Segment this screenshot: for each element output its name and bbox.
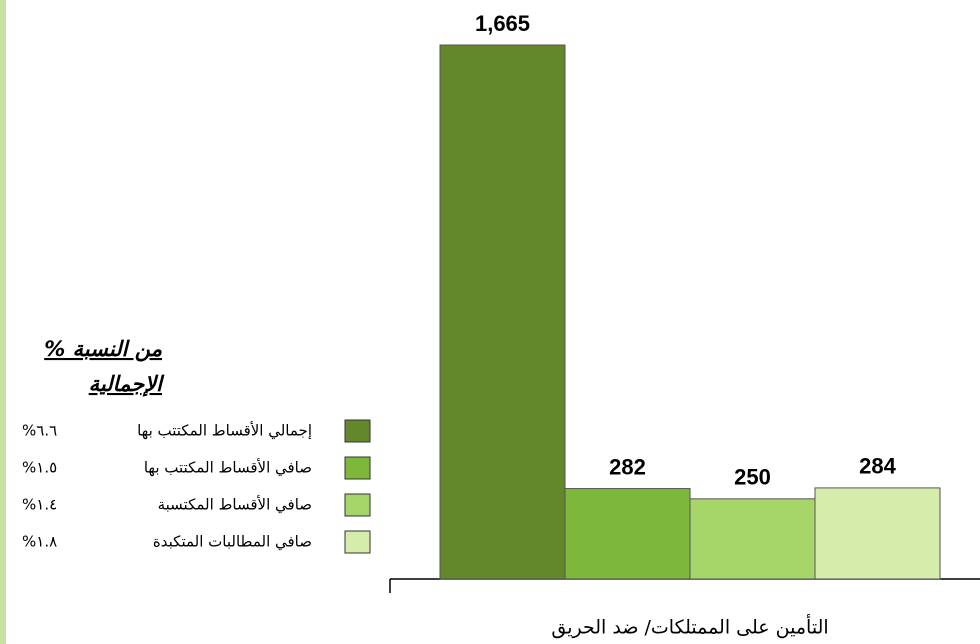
page-border: [0, 0, 6, 644]
value-label: 284: [859, 454, 896, 479]
legend-swatch: [344, 419, 371, 443]
legend-share: %١.٨: [22, 533, 57, 551]
legend-share: %٦.٦: [22, 422, 57, 440]
legend-swatch: [344, 456, 371, 480]
legend-title: الإجمالية: [89, 372, 165, 397]
bar: [814, 487, 941, 580]
legend-title: % من النسبة: [44, 337, 163, 362]
bar: [564, 488, 691, 580]
x-tick-label: التأمين على الممتلكات/ ضد الحريق: [551, 614, 828, 639]
legend-swatch: [344, 493, 371, 517]
value-label: 282: [609, 454, 646, 479]
value-label: 250: [734, 465, 771, 490]
legend-label: إجمالي الأقساط المكتتب بها: [137, 421, 312, 441]
legend-label: صافي الأقساط المكتتب بها: [144, 458, 312, 478]
legend-share: %١.٤: [22, 496, 57, 514]
bar: [439, 44, 566, 580]
legend-label: صافي المطالبات المتكبدة: [153, 533, 312, 552]
legend-label: صافي الأقساط المكتسبة: [158, 495, 312, 515]
legend-share: %١.٥: [22, 459, 57, 477]
legend-swatch: [344, 530, 371, 554]
bar: [689, 498, 816, 580]
value-label: 1,665: [475, 11, 530, 36]
